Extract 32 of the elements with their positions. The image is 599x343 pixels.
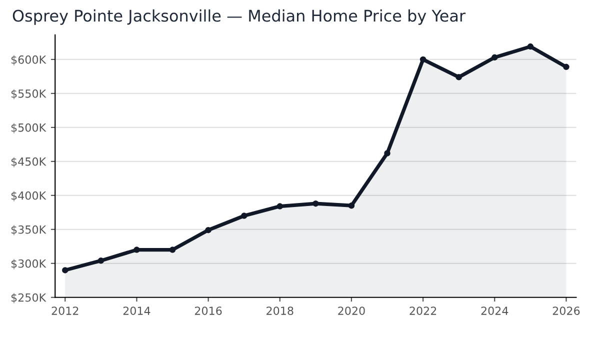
x-tick-label: 2018 [266,306,294,316]
y-tick-label: $300K [11,259,46,270]
point [62,267,68,274]
x-tick-label: 2026 [552,306,580,316]
point [169,246,176,253]
y-tick-label: $550K [11,89,46,100]
x-tick-label: 2020 [338,306,365,316]
point [98,258,104,264]
x-tick-label: 2016 [194,306,222,316]
point [420,56,426,63]
y-tick-label: $450K [11,157,46,168]
y-tick-label: $400K [11,191,46,202]
y-tick-label: $350K [11,225,46,236]
y-tick-label: $250K [11,293,46,304]
x-tick-label: 2022 [410,306,436,316]
y-tick-label: $500K [11,123,46,134]
point [205,226,212,234]
x-tick-label: 2014 [123,306,150,316]
point [527,43,534,50]
x-tick-label: 2024 [481,306,508,316]
y-tick-label: $600K [11,55,46,66]
x-tick-label: 2012 [52,306,78,316]
point [563,64,570,70]
point [492,54,498,61]
point [456,74,462,80]
point [240,212,248,219]
point [312,200,319,207]
point [134,246,140,253]
point [384,150,390,156]
chart-title: Osprey Pointe Jacksonville — Median Home Price by Year [12,9,466,25]
point [348,202,355,209]
point [276,203,284,210]
